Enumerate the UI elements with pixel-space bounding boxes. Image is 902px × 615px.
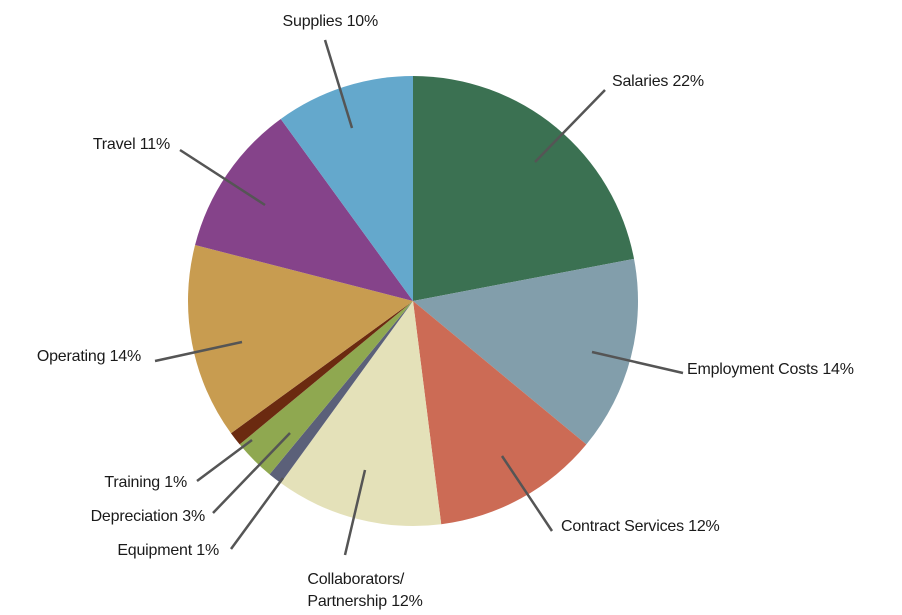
- leader-line: [179, 148, 266, 207]
- pie-slice: [413, 76, 635, 301]
- value-label: 10%: [346, 13, 379, 30]
- leader-line: [229, 477, 285, 550]
- value-label: 11%: [139, 136, 170, 153]
- pie-slice: [269, 301, 413, 484]
- pie-slice: [195, 118, 413, 301]
- slice-label: Operating 14%: [37, 346, 141, 368]
- value-label: 3%: [182, 508, 205, 525]
- pie-slice: [280, 76, 413, 301]
- value-label: 14%: [822, 361, 854, 378]
- slice-label: Collaborators/ Partnership 12%: [307, 569, 423, 613]
- category-label: Travel: [92, 136, 136, 153]
- value-label: 12%: [391, 593, 423, 610]
- category-label: Collaborators/ Partnership: [307, 571, 405, 610]
- slice-label: Supplies 10%: [282, 11, 379, 33]
- pie-slice: [239, 301, 413, 475]
- category-label: Employment Costs: [687, 361, 819, 378]
- category-label: Contract Services: [561, 518, 684, 535]
- category-label: Salaries: [612, 73, 669, 90]
- leader-line: [500, 455, 554, 532]
- slice-label: Employment Costs 14%: [687, 359, 854, 381]
- pie-slice: [413, 301, 587, 525]
- pie-slice: [230, 301, 413, 445]
- category-label: Equipment: [117, 542, 193, 559]
- value-label: 12%: [688, 518, 720, 535]
- value-label: 14%: [109, 348, 142, 365]
- slice-label: Depreciation 3%: [90, 506, 206, 528]
- slice-label: Contract Services 12%: [561, 516, 720, 538]
- leader-line: [534, 89, 606, 163]
- value-label: 1%: [196, 542, 219, 559]
- leader-line: [343, 469, 367, 556]
- category-label: Training: [104, 474, 161, 491]
- pie-slice: [280, 301, 442, 526]
- category-label: Depreciation: [90, 508, 179, 525]
- slice-label: Travel 11%: [93, 134, 170, 156]
- leader-line: [323, 39, 354, 129]
- value-label: 1%: [164, 474, 187, 491]
- pie-slice: [188, 245, 413, 434]
- category-label: Operating: [36, 348, 106, 365]
- slice-label: Salaries 22%: [612, 71, 704, 93]
- leader-line: [154, 340, 243, 363]
- value-label: 22%: [672, 73, 704, 90]
- leader-line: [196, 438, 253, 483]
- leader-line: [591, 350, 684, 375]
- slice-label: Equipment 1%: [117, 540, 219, 562]
- category-label: Supplies: [282, 13, 343, 30]
- leader-line: [212, 432, 291, 514]
- pie-slice: [413, 258, 638, 445]
- slice-label: Training 1%: [104, 472, 187, 494]
